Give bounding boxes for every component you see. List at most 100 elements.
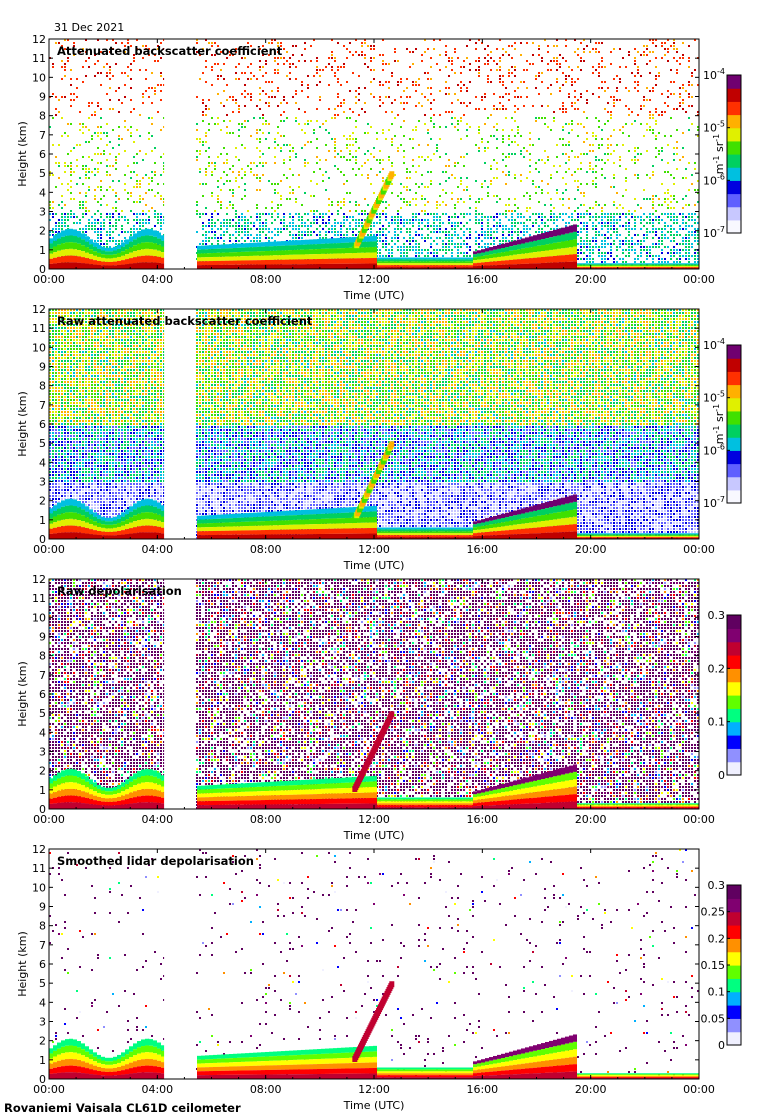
y-tick-label: 6	[39, 148, 46, 161]
colorbar: 0 0.1 0.2 0.3	[708, 609, 742, 782]
x-tick-label: 00:00	[683, 1083, 715, 1096]
panel-2: Raw attenuated backscatter coefficient 0 1…	[16, 303, 742, 572]
colorbar-tick-label: 0.2	[708, 932, 726, 945]
colorbar-tick-label: 10-5	[703, 390, 725, 405]
y-tick-label: 8	[39, 650, 46, 663]
y-tick-label: 4	[39, 456, 46, 469]
colorbar-tick-label: 0.3	[708, 609, 726, 622]
colorbar: 0 0.05 0.1 0.15 0.2 0.25 0.3	[701, 879, 742, 1052]
colorbar-tick-label: 0.25	[701, 906, 726, 919]
x-tick-label: 16:00	[466, 1083, 498, 1096]
y-tick-label: 3	[39, 476, 46, 489]
y-tick-label: 5	[39, 707, 46, 720]
colorbar-unit-label: m-1 sr-1	[712, 134, 726, 174]
site-label: Rovaniemi Vaisala CL61D ceilometer	[4, 1101, 241, 1115]
colorbar-tick-label: 0.1	[708, 986, 726, 999]
y-tick-label: 0	[39, 1073, 46, 1086]
y-tick-label: 9	[39, 361, 46, 374]
y-tick-label: 0	[39, 263, 46, 276]
x-tick-label: 04:00	[141, 813, 173, 826]
x-tick-label: 00:00	[33, 543, 65, 556]
y-tick-label: 11	[32, 52, 46, 65]
y-tick-label: 4	[39, 186, 46, 199]
x-tick-label: 16:00	[466, 543, 498, 556]
panel-4: Smoothed lidar depolarisation01234567891…	[16, 843, 742, 1112]
colorbar-tick-label: 0	[718, 769, 725, 782]
x-tick-label: 04:00	[141, 1083, 173, 1096]
y-axis-label: Height (km)	[16, 661, 29, 727]
x-tick-label: 04:00	[141, 273, 173, 286]
y-tick-label: 12	[32, 573, 46, 586]
colorbar-tick-label: 0.05	[701, 1012, 726, 1025]
colorbar: 10-710-610-510-4m-1 sr-1	[703, 337, 742, 510]
y-tick-label: 5	[39, 437, 46, 450]
y-tick-label: 10	[32, 611, 46, 624]
y-tick-label: 9	[39, 901, 46, 914]
y-tick-label: 10	[32, 341, 46, 354]
panel-title: Raw depolarisation	[57, 584, 182, 598]
x-tick-label: 08:00	[250, 1083, 282, 1096]
colorbar-tick-label: 0.15	[701, 959, 726, 972]
x-tick-label: 08:00	[250, 273, 282, 286]
x-tick-label: 20:00	[575, 273, 607, 286]
y-tick-label: 2	[39, 1035, 46, 1048]
y-tick-label: 1	[39, 1054, 46, 1067]
y-tick-label: 11	[32, 592, 46, 605]
y-tick-label: 9	[39, 91, 46, 104]
colorbar-unit-label: m-1 sr-1	[712, 404, 726, 444]
x-tick-label: 16:00	[466, 273, 498, 286]
y-axis-label: Height (km)	[16, 931, 29, 997]
x-axis-label: Time (UTC)	[343, 289, 405, 302]
x-tick-label: 08:00	[250, 813, 282, 826]
y-tick-label: 6	[39, 688, 46, 701]
panel-title: Smoothed lidar depolarisation	[57, 854, 254, 868]
x-axis-label: Time (UTC)	[343, 1099, 405, 1112]
y-axis-label: Height (km)	[16, 121, 29, 187]
date-label: 31 Dec 2021	[54, 21, 124, 34]
heatmap-area	[49, 39, 699, 269]
x-tick-label: 12:00	[358, 273, 390, 286]
y-tick-label: 1	[39, 244, 46, 257]
x-axis-label: Time (UTC)	[343, 559, 405, 572]
colorbar-tick-label: 10-7	[703, 225, 725, 240]
x-tick-label: 20:00	[575, 1083, 607, 1096]
y-tick-label: 9	[39, 631, 46, 644]
x-tick-label: 00:00	[33, 1083, 65, 1096]
colorbar-tick-label: 10-4	[703, 337, 725, 352]
colorbar-tick-label: 10-7	[703, 495, 725, 510]
y-tick-label: 2	[39, 765, 46, 778]
panel-1: Attenuated backscatter coefficient 0 1 2 3 4 5…	[16, 33, 742, 302]
y-axis-label: Height (km)	[16, 391, 29, 457]
y-tick-label: 8	[39, 380, 46, 393]
panel-title: Attenuated backscatter coefficient	[57, 44, 283, 58]
y-tick-label: 1	[39, 514, 46, 527]
y-tick-label: 8	[39, 110, 46, 123]
heatmap-area	[49, 849, 699, 1079]
x-tick-label: 00:00	[683, 273, 715, 286]
y-tick-label: 2	[39, 225, 46, 238]
y-tick-label: 5	[39, 977, 46, 990]
x-tick-label: 00:00	[683, 543, 715, 556]
y-tick-label: 3	[39, 1016, 46, 1029]
x-tick-label: 04:00	[141, 543, 173, 556]
x-tick-label: 12:00	[358, 543, 390, 556]
x-tick-label: 16:00	[466, 813, 498, 826]
y-tick-label: 12	[32, 843, 46, 856]
y-tick-label: 10	[32, 71, 46, 84]
colorbar-tick-label: 0.3	[708, 879, 726, 892]
y-tick-label: 3	[39, 206, 46, 219]
y-tick-label: 4	[39, 996, 46, 1009]
x-tick-label: 12:00	[358, 1083, 390, 1096]
x-tick-label: 00:00	[33, 813, 65, 826]
colorbar-tick-label: 10-4	[703, 67, 725, 82]
y-tick-label: 7	[39, 939, 46, 952]
y-tick-label: 2	[39, 495, 46, 508]
panel-title: Raw attenuated backscatter coefficient	[57, 314, 313, 328]
y-tick-label: 7	[39, 669, 46, 682]
y-tick-label: 4	[39, 726, 46, 739]
y-tick-label: 5	[39, 167, 46, 180]
y-tick-label: 10	[32, 881, 46, 894]
y-tick-label: 0	[39, 803, 46, 816]
x-tick-label: 00:00	[33, 273, 65, 286]
